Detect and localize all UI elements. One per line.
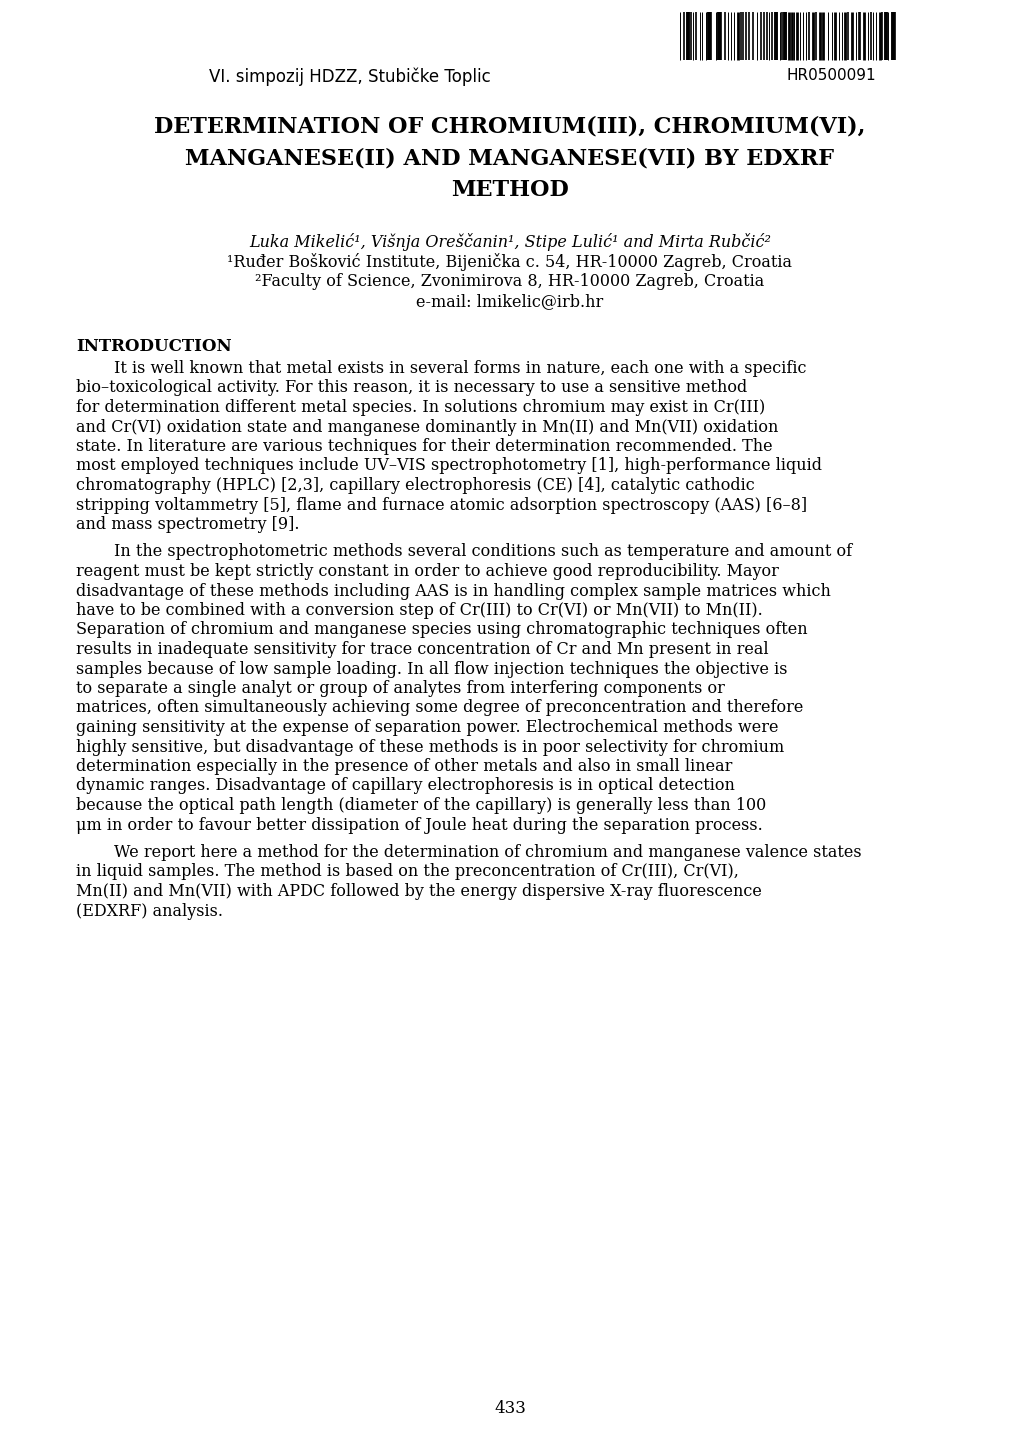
Text: bio–toxicological activity. For this reason, it is necessary to use a sensitive : bio–toxicological activity. For this rea… — [76, 379, 747, 396]
Text: results in inadequate sensitivity for trace concentration of Cr and Mn present i: results in inadequate sensitivity for tr… — [76, 641, 768, 658]
Text: Mn(II) and Mn(VII) with APDC followed by the energy dispersive X-ray fluorescenc: Mn(II) and Mn(VII) with APDC followed by… — [76, 883, 761, 900]
Text: (EDXRF) analysis.: (EDXRF) analysis. — [76, 903, 223, 919]
Text: ¹Ruđer Bošković Institute, Bijenička c. 54, HR-10000 Zagreb, Croatia: ¹Ruđer Bošković Institute, Bijenička c. … — [227, 253, 792, 271]
Text: Luka Mikelić¹, Višnja Oreščanin¹, Stipe Lulić¹ and Mirta Rubčić²: Luka Mikelić¹, Višnja Oreščanin¹, Stipe … — [249, 233, 770, 250]
Text: most employed techniques include UV–VIS spectrophotometry [1], high-performance : most employed techniques include UV–VIS … — [76, 457, 821, 475]
Text: e-mail: lmikelic@irb.hr: e-mail: lmikelic@irb.hr — [416, 292, 603, 310]
Text: gaining sensitivity at the expense of separation power. Electrochemical methods : gaining sensitivity at the expense of se… — [76, 719, 777, 737]
Text: have to be combined with a conversion step of Cr(III) to Cr(VI) or Mn(VII) to Mn: have to be combined with a conversion st… — [76, 602, 762, 619]
Text: μm in order to favour better dissipation of Joule heat during the separation pro: μm in order to favour better dissipation… — [76, 816, 762, 833]
Text: because the optical path length (diameter of the capillary) is generally less th: because the optical path length (diamete… — [76, 797, 765, 815]
Text: highly sensitive, but disadvantage of these methods is in poor selectivity for c: highly sensitive, but disadvantage of th… — [76, 738, 784, 755]
Text: determination especially in the presence of other metals and also in small linea: determination especially in the presence… — [76, 758, 732, 776]
Text: state. In literature are various techniques for their determination recommended.: state. In literature are various techniq… — [76, 438, 771, 454]
Text: in liquid samples. The method is based on the preconcentration of Cr(III), Cr(VI: in liquid samples. The method is based o… — [76, 864, 738, 881]
Text: matrices, often simultaneously achieving some degree of preconcentration and the: matrices, often simultaneously achieving… — [76, 699, 803, 716]
Text: MANGANESE(II) AND MANGANESE(VII) BY EDXRF: MANGANESE(II) AND MANGANESE(VII) BY EDXR… — [185, 148, 834, 169]
Text: VI. simpozij HDZZ, Stubičke Toplic: VI. simpozij HDZZ, Stubičke Toplic — [209, 68, 490, 87]
Text: to separate a single analyt or group of analytes from interfering components or: to separate a single analyt or group of … — [76, 680, 725, 697]
Text: and Cr(VI) oxidation state and manganese dominantly in Mn(II) and Mn(VII) oxidat: and Cr(VI) oxidation state and manganese… — [76, 418, 777, 436]
Text: chromatography (HPLC) [2,3], capillary electrophoresis (CE) [4], catalytic catho: chromatography (HPLC) [2,3], capillary e… — [76, 478, 754, 493]
Text: samples because of low sample loading. In all flow injection techniques the obje: samples because of low sample loading. I… — [76, 660, 787, 677]
Text: for determination different metal species. In solutions chromium may exist in Cr: for determination different metal specie… — [76, 399, 764, 415]
Text: and mass spectrometry [9].: and mass spectrometry [9]. — [76, 517, 300, 532]
Text: METHOD: METHOD — [450, 179, 569, 201]
Text: In the spectrophotometric methods several conditions such as temperature and amo: In the spectrophotometric methods severa… — [114, 544, 851, 560]
Text: reagent must be kept strictly constant in order to achieve good reproducibility.: reagent must be kept strictly constant i… — [76, 563, 779, 580]
Text: HR0500091: HR0500091 — [787, 68, 875, 82]
Text: INTRODUCTION: INTRODUCTION — [76, 339, 231, 355]
Text: ²Faculty of Science, Zvonimirova 8, HR-10000 Zagreb, Croatia: ²Faculty of Science, Zvonimirova 8, HR-1… — [255, 273, 764, 289]
Text: stripping voltammetry [5], flame and furnace atomic adsorption spectroscopy (AAS: stripping voltammetry [5], flame and fur… — [76, 496, 806, 514]
Text: It is well known that metal exists in several forms in nature, each one with a s: It is well known that metal exists in se… — [114, 360, 806, 378]
Text: Separation of chromium and manganese species using chromatographic techniques of: Separation of chromium and manganese spe… — [76, 622, 807, 638]
Text: dynamic ranges. Disadvantage of capillary electrophoresis is in optical detectio: dynamic ranges. Disadvantage of capillar… — [76, 777, 734, 794]
Text: 433: 433 — [493, 1401, 526, 1417]
Text: DETERMINATION OF CHROMIUM(III), CHROMIUM(VI),: DETERMINATION OF CHROMIUM(III), CHROMIUM… — [154, 114, 865, 137]
Text: disadvantage of these methods including AAS is in handling complex sample matric: disadvantage of these methods including … — [76, 583, 830, 599]
Text: We report here a method for the determination of chromium and manganese valence : We report here a method for the determin… — [114, 844, 861, 861]
